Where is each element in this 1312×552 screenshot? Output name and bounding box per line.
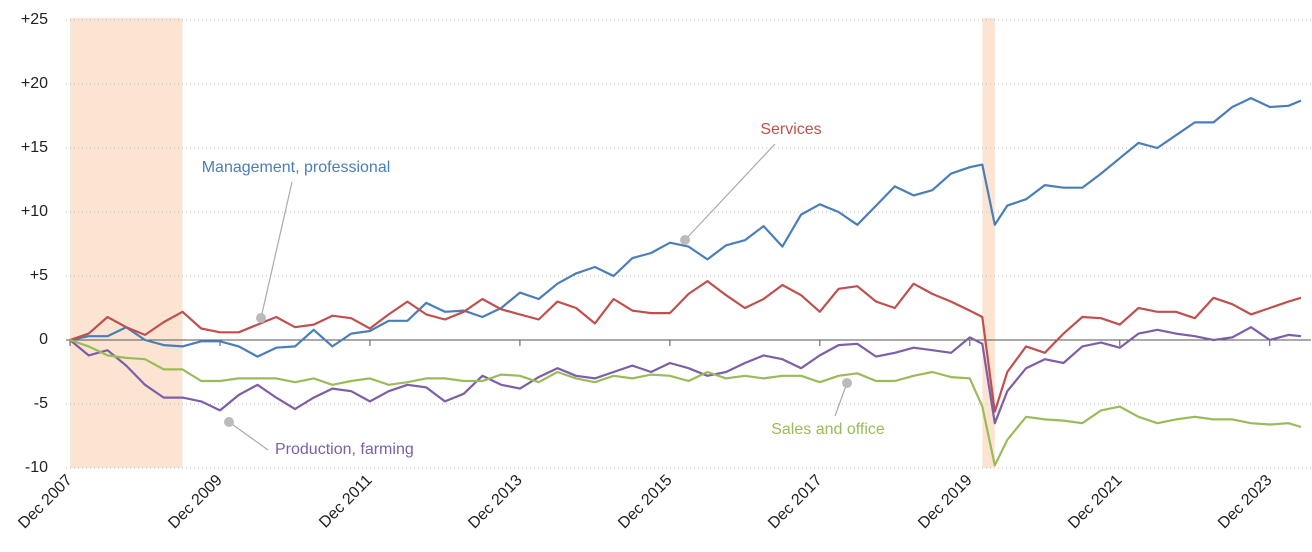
leader-dot [256, 313, 266, 323]
recession-shade [70, 18, 183, 468]
y-tick-label: 0 [39, 331, 48, 348]
x-tick-label: Dec 2021 [1065, 472, 1126, 533]
x-tick-label: Dec 2007 [15, 472, 76, 533]
leader-line [228, 421, 269, 451]
leader-line [684, 143, 776, 241]
recession-shade [982, 18, 995, 468]
leader-line [260, 181, 293, 319]
y-tick-label: +10 [21, 203, 48, 220]
series-label: Production, farming [275, 441, 414, 458]
series-label: Sales and office [771, 421, 885, 438]
series-label: Management, professional [202, 159, 391, 176]
leader-dot [680, 235, 690, 245]
y-tick-label: -10 [25, 459, 48, 476]
x-tick-label: Dec 2017 [765, 472, 826, 533]
series-line [69, 338, 1302, 467]
x-tick-label: Dec 2019 [915, 472, 976, 533]
series-line [69, 326, 1302, 425]
series-line [69, 97, 1302, 358]
y-tick-label: +20 [21, 75, 48, 92]
leader-dot [224, 417, 234, 427]
x-tick-label: Dec 2023 [1215, 472, 1276, 533]
y-tick-label: +15 [21, 139, 48, 156]
x-tick-label: Dec 2009 [165, 472, 226, 533]
series-label: Services [760, 121, 821, 138]
series-line [69, 280, 1302, 413]
x-tick-label: Dec 2015 [615, 472, 676, 533]
x-tick-label: Dec 2011 [316, 472, 376, 532]
x-tick-label: Dec 2013 [465, 472, 526, 533]
y-tick-label: -5 [34, 395, 48, 412]
leader-dot [842, 378, 852, 388]
y-tick-label: +25 [21, 11, 48, 28]
leader-line [834, 382, 848, 417]
y-tick-label: +5 [30, 267, 48, 284]
